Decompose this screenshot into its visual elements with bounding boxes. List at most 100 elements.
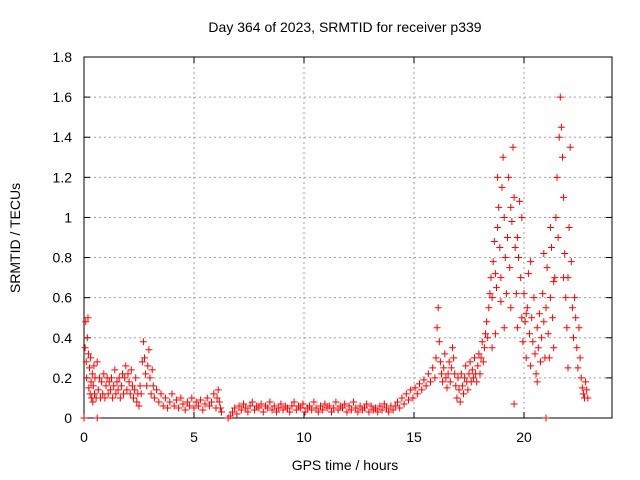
data-point (106, 386, 114, 394)
data-point (539, 290, 547, 298)
data-point (242, 404, 250, 412)
data-point (157, 390, 165, 398)
data-point (496, 244, 504, 252)
y-tick-label: 0.6 (53, 290, 73, 306)
data-point (88, 370, 96, 378)
data-point (402, 390, 410, 398)
data-point (465, 370, 473, 378)
y-tick-label: 0.8 (53, 250, 73, 266)
data-point (552, 213, 560, 221)
data-point (122, 362, 130, 370)
data-point (557, 123, 565, 131)
data-point (502, 290, 510, 298)
data-point (135, 402, 143, 410)
data-point (482, 330, 489, 338)
data-point (98, 378, 106, 386)
data-point (453, 394, 461, 402)
data-point (83, 374, 91, 382)
data-point (407, 386, 415, 394)
data-point (494, 223, 502, 231)
data-point (299, 400, 307, 408)
data-point (164, 404, 172, 412)
data-point (380, 400, 388, 408)
data-point (133, 398, 141, 406)
data-point (376, 402, 384, 410)
data-point (457, 370, 465, 378)
data-point (367, 402, 375, 410)
data-point (484, 334, 492, 342)
data-point (555, 133, 563, 141)
data-point (166, 398, 174, 406)
data-point (199, 406, 207, 414)
data-point (480, 344, 488, 352)
data-point (524, 270, 532, 278)
data-point (343, 408, 351, 416)
data-point (559, 153, 566, 161)
data-point (445, 358, 453, 366)
data-point (556, 93, 564, 101)
data-points (80, 93, 592, 422)
x-tick-label: 10 (296, 429, 312, 445)
data-point (81, 344, 89, 352)
data-point (574, 364, 582, 372)
data-point (290, 398, 298, 406)
data-point (545, 354, 553, 362)
data-point (540, 318, 548, 326)
data-point (471, 354, 478, 362)
data-point (583, 386, 591, 394)
data-point (208, 398, 216, 406)
data-point (365, 408, 373, 416)
data-point (139, 338, 147, 346)
data-point (319, 406, 327, 414)
data-point (175, 404, 183, 412)
data-point (413, 390, 421, 398)
data-point (297, 404, 305, 412)
data-point (493, 284, 500, 292)
data-point (117, 382, 125, 390)
data-point (550, 278, 558, 286)
data-point (516, 197, 524, 205)
data-point (518, 314, 526, 322)
data-point (429, 364, 437, 372)
data-point (455, 386, 463, 394)
data-point (288, 402, 296, 410)
data-point (246, 402, 254, 410)
data-point (240, 400, 247, 408)
data-point (584, 394, 592, 402)
data-point (352, 404, 360, 412)
data-point (535, 310, 543, 318)
data-point (491, 270, 499, 278)
data-point (372, 404, 379, 412)
data-point (89, 398, 97, 406)
data-point (442, 374, 450, 382)
data-point (131, 386, 139, 394)
data-point (436, 358, 444, 366)
data-point (308, 406, 316, 414)
x-tick-label: 5 (190, 429, 198, 445)
data-point (168, 390, 176, 398)
data-point (533, 378, 541, 386)
data-point (466, 358, 474, 366)
data-point (286, 408, 294, 416)
data-point (95, 374, 103, 382)
data-point (361, 404, 368, 412)
data-point (354, 408, 362, 416)
data-point (80, 414, 88, 422)
data-point (458, 382, 466, 390)
data-point (500, 213, 508, 221)
data-point (575, 324, 583, 332)
y-axis-label: SRMTID / TECUs (7, 183, 23, 293)
data-point (87, 378, 95, 386)
data-point (102, 382, 110, 390)
data-point (518, 213, 526, 221)
data-point (273, 408, 280, 416)
data-point (527, 362, 535, 370)
data-point (292, 406, 300, 414)
data-point (444, 370, 452, 378)
data-point (248, 398, 256, 406)
data-point (572, 314, 580, 322)
data-point (512, 290, 520, 298)
data-point (478, 338, 486, 346)
data-point (284, 404, 291, 412)
data-point (549, 314, 557, 322)
